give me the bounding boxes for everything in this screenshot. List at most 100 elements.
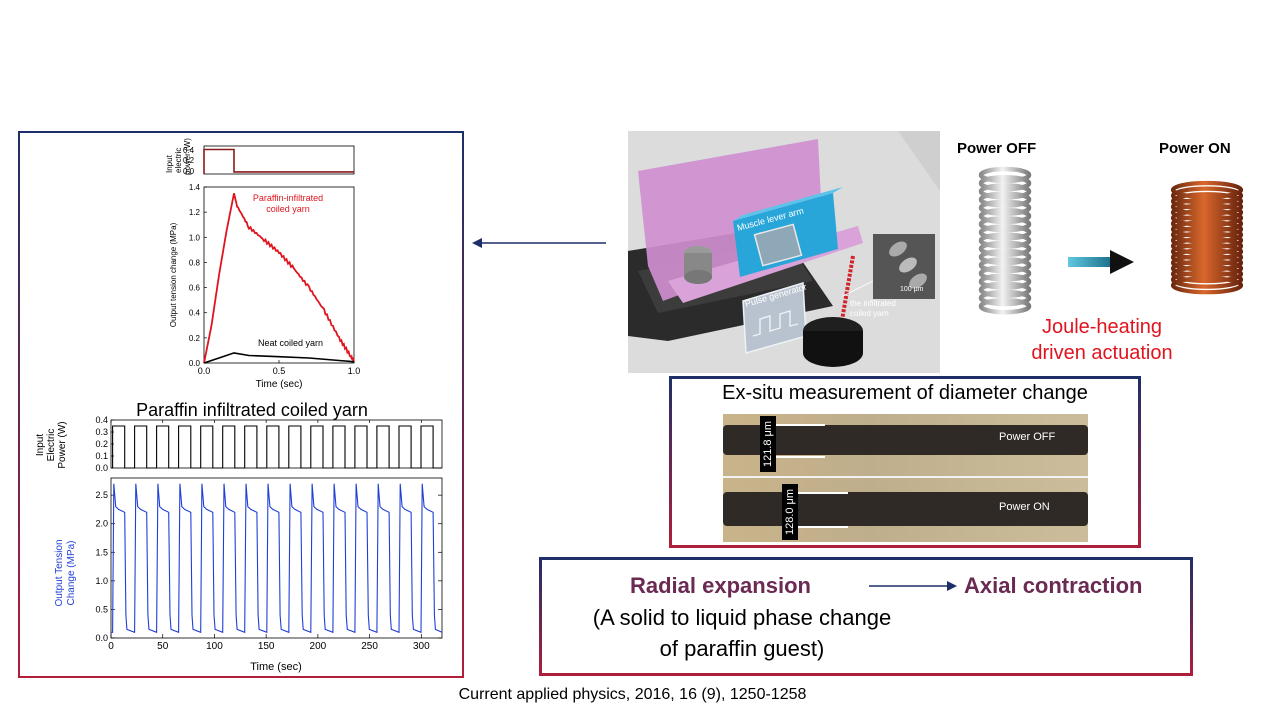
bottom-title: Paraffin infiltrated coiled yarn	[136, 400, 368, 420]
coil-on-ring	[1170, 242, 1244, 261]
callout-line	[842, 280, 874, 297]
infiltrated-label-1: the infiltrated	[850, 299, 896, 308]
weight-bottom	[803, 339, 863, 367]
coil-on-ring	[1170, 270, 1244, 289]
top-ytick-label: 1.2	[189, 208, 201, 217]
explanation-line-2: of paraffin guest)	[659, 636, 825, 661]
coil-on-ring	[1170, 253, 1244, 272]
coil-off-ring	[978, 207, 1032, 225]
teal-arrow-icon	[1068, 250, 1134, 274]
top-power-label-3: power (W)	[183, 138, 192, 175]
top-power-signal	[203, 148, 354, 174]
left-charts-svg: Input electric power (W) 0.4 0.2 0.0 0.0…	[35, 138, 443, 673]
coil-off-ring	[978, 232, 1032, 249]
left-arrow	[472, 238, 606, 248]
coil-on-ring	[1170, 208, 1244, 228]
coil-off-ring	[978, 248, 1032, 266]
bottom-power-tick-label: 0.4	[95, 415, 108, 425]
sem-coil-2	[899, 257, 917, 273]
bottom-power-label-1: Input	[35, 434, 46, 456]
joule-caption-line-2: driven actuation	[1031, 342, 1173, 364]
bottom-series-tension	[111, 483, 443, 634]
sem-coil-1	[889, 241, 907, 257]
fiber-off	[723, 425, 1088, 455]
coil-off-ring	[978, 215, 1032, 233]
on-state-label: Power ON	[999, 501, 1050, 513]
motor-bottom	[684, 270, 712, 284]
bottom-ytick-label: 0.0	[95, 633, 108, 643]
coil-on-ring	[1170, 220, 1244, 239]
top-ylabel: Output tension change (MPa)	[169, 222, 178, 327]
on-diameter-label: 128.0 μm	[782, 484, 798, 540]
summary-frame: Radial expansion Axial contraction (A so…	[539, 557, 1193, 676]
bottom-power-tick-label: 0.1	[95, 451, 108, 461]
coil-on-ring	[1170, 186, 1244, 205]
bottom-main-axes	[110, 477, 443, 639]
coil-off-ring	[978, 174, 1032, 192]
bottom-ytick-label: 1.5	[95, 547, 108, 557]
bottom-ytick-label: 1.0	[95, 576, 108, 586]
top-xtick-label: 1.0	[348, 366, 361, 376]
citation: Current applied physics, 2016, 16 (9), 1…	[458, 686, 807, 703]
bottom-ytick-label: 2.0	[95, 519, 108, 529]
coil-off-ring	[978, 281, 1032, 299]
explanation-line-1: (A solid to liquid phase change	[592, 605, 892, 630]
bottom-xtick-label: 0	[108, 641, 114, 652]
top-series-paraffin	[203, 193, 355, 364]
coil-on-ring	[1170, 203, 1244, 222]
coil-on-ring	[1170, 231, 1244, 250]
coil-off-ring	[978, 273, 1032, 290]
phase-change-explanation: (A solid to liquid phase change of paraf…	[557, 602, 927, 664]
pulse-wave	[752, 310, 799, 337]
coil-off-ring	[978, 289, 1032, 307]
top-ytick-label: 0.4	[189, 309, 201, 318]
bottom-power-tick-label: 0.3	[95, 427, 108, 437]
joule-caption: Joule-heating driven actuation	[1012, 314, 1192, 366]
radial-expansion: Radial expansion	[630, 573, 811, 598]
micrograph-divider	[723, 476, 1088, 478]
top-power-tick-04: 0.4	[183, 146, 195, 155]
micrograph: 121.8 μm 128.0 μm Power OFF Power ON	[723, 414, 1088, 542]
coil-off-ring	[978, 240, 1032, 258]
coil-off-ring	[978, 297, 1032, 315]
bottom-xtick-label: 100	[206, 641, 223, 652]
top-ytick-label: 0.8	[189, 258, 201, 267]
off-diameter-label: 121.8 μm	[760, 416, 776, 472]
bottom-power-axes	[110, 419, 443, 469]
power-on-label: Power ON	[1159, 140, 1231, 157]
bottom-power-tick-label: 0.2	[95, 439, 108, 449]
top-ytick-label: 0.6	[189, 284, 201, 293]
axial-contraction: Axial contraction	[964, 573, 1143, 598]
lever-panel	[753, 223, 803, 267]
bottom-xtick-label: 50	[157, 641, 169, 652]
infiltrated-label-2: coiled yarn	[850, 309, 889, 318]
coil-on-ring	[1170, 276, 1244, 295]
bottom-power-tick-label: 0.0	[95, 463, 108, 473]
top-power-tick-00: 0.0	[183, 167, 195, 176]
exsitu-frame: Ex-situ measurement of diameter change 1…	[669, 376, 1141, 548]
top-power-label-2: electric	[174, 148, 183, 173]
coil-off-ring	[978, 224, 1032, 241]
top-series-neat	[203, 352, 355, 364]
off-state-label: Power OFF	[999, 431, 1056, 443]
bottom-xtick-label: 250	[361, 641, 378, 652]
schematic-svg: Muscle lever arm Pulse generator 100 μm …	[628, 131, 940, 373]
bottom-xlabel: Time (sec)	[250, 661, 302, 673]
coil-on-ring	[1170, 264, 1244, 284]
bottom-xtick-label: 150	[258, 641, 275, 652]
bottom-ylabel-2: Change (MPa)	[66, 540, 77, 605]
off-marker-bottom	[768, 456, 825, 458]
top-ytick-label: 0.0	[189, 359, 201, 368]
coil-on-ring	[1170, 225, 1244, 244]
on-marker-top	[791, 492, 848, 494]
coil-off-ring	[978, 199, 1032, 217]
coil-on-ring	[1170, 214, 1244, 233]
coil-off-ring	[978, 265, 1032, 282]
sem-scale-bar: 100 μm	[900, 286, 924, 293]
on-marker-bottom	[791, 526, 848, 528]
top-ytick-label: 0.2	[189, 334, 201, 343]
bottom-xtick-label: 200	[310, 641, 327, 652]
sem-coil-3	[909, 273, 927, 289]
schematic-image: Muscle lever arm Pulse generator 100 μm …	[628, 131, 940, 373]
coil-on-ring	[1170, 248, 1244, 267]
